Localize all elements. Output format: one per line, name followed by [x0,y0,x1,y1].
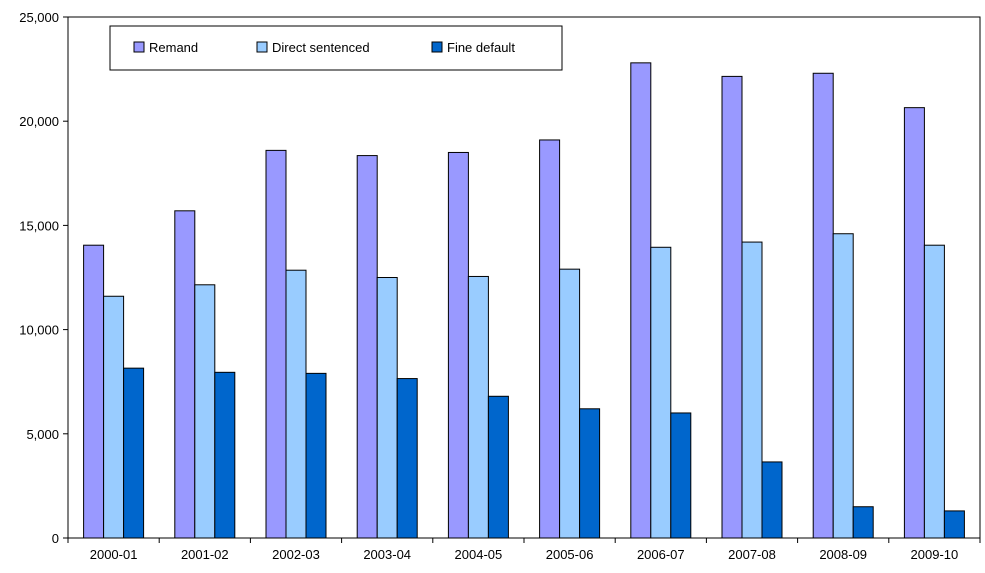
y-axis-ticks: 0 5,000 10,000 15,000 20,000 25,000 [19,10,68,546]
bar [396,378,418,539]
bar [376,277,398,539]
bar [539,139,561,539]
x-tick-label: 2008-09 [819,547,867,562]
bar [305,372,327,539]
bar [761,461,783,539]
bar [467,275,489,539]
bar [103,295,125,539]
bar [903,107,925,539]
bar [670,412,692,539]
bar [923,244,945,539]
bar [721,75,743,539]
x-tick-label: 2005-06 [546,547,594,562]
legend-label: Fine default [447,40,515,55]
legend-label: Direct sentenced [272,40,370,55]
x-tick-label: 2002-03 [272,547,320,562]
bar [447,151,469,539]
bar [852,506,874,539]
x-tick-label: 2004-05 [455,547,503,562]
bar [943,510,965,539]
bar [83,244,105,539]
bar [487,395,509,539]
x-tick-label: 2006-07 [637,547,685,562]
bars [83,62,965,539]
bar [356,155,378,539]
bar [285,269,307,539]
bar [194,284,216,539]
x-tick-label: 2003-04 [363,547,411,562]
x-tick-label: 2000-01 [90,547,138,562]
bar [265,149,287,539]
y-tick-label: 20,000 [19,114,59,129]
bar [214,371,236,539]
y-tick-label: 5,000 [26,427,59,442]
bar [579,408,601,539]
y-tick-label: 10,000 [19,323,59,338]
x-axis-ticks: 2000-01 2001-02 2002-03 2003-04 2004-05 2005-… [67,538,981,562]
legend-label: Remand [149,40,198,55]
bar [832,233,854,539]
bar [650,246,672,539]
bar [559,268,581,539]
bar [812,72,834,539]
bar [174,210,196,539]
x-tick-label: 2009-10 [911,547,959,562]
x-tick-label: 2001-02 [181,547,229,562]
bar [630,62,652,539]
y-tick-label: 25,000 [19,10,59,25]
bar [741,241,763,539]
legend: Remand Direct sentenced Fine default [109,25,563,71]
x-tick-label: 2007-08 [728,547,776,562]
legend-swatch [431,41,443,53]
legend-swatch [256,41,268,53]
bar [123,367,145,539]
y-tick-label: 0 [52,531,59,546]
y-tick-label: 15,000 [19,218,59,233]
legend-box [109,25,563,71]
legend-swatch [133,41,145,53]
